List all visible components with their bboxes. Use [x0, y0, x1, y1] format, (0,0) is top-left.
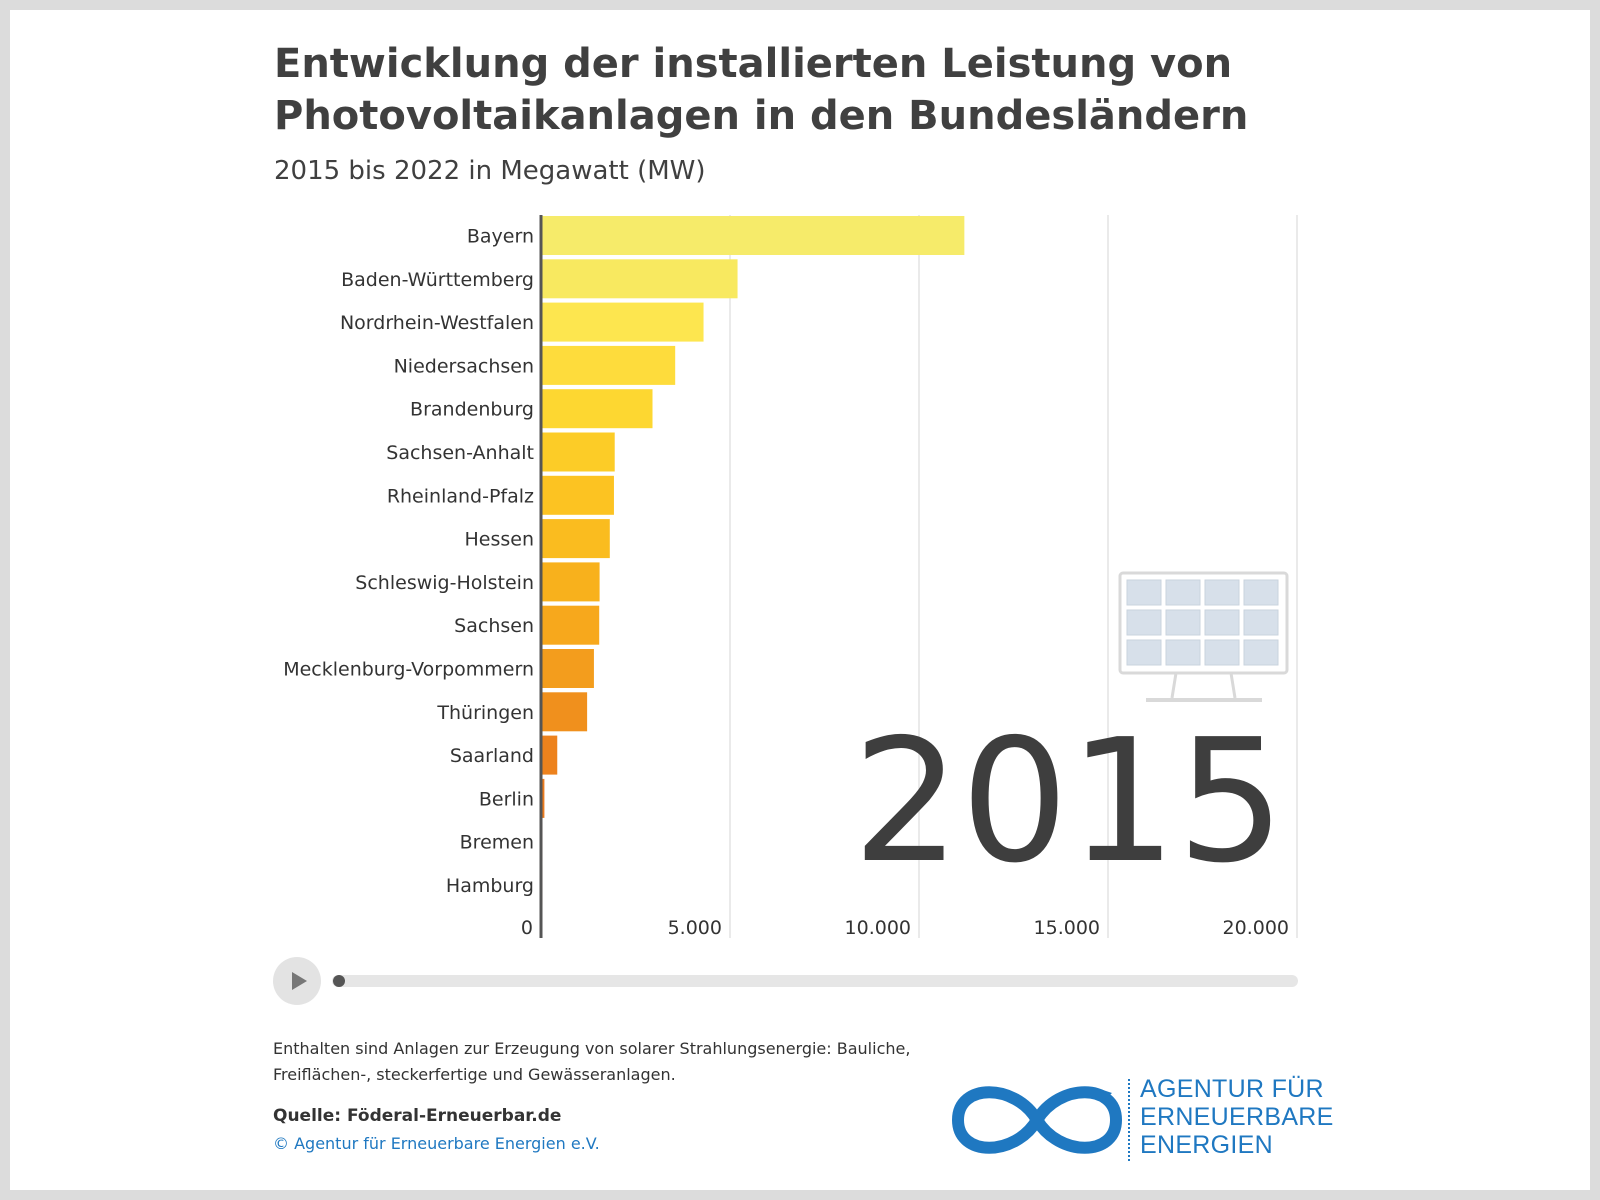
logo-line-1: AGENTUR FÜR — [1140, 1075, 1324, 1103]
bar — [541, 389, 653, 429]
category-label: Schleswig-Holstein — [355, 572, 534, 594]
bar — [541, 692, 588, 732]
timeline-slider-handle[interactable] — [333, 975, 345, 987]
aee-logo: AGENTUR FÜR ERNEUERBARE ENERGIEN — [950, 1075, 1333, 1165]
category-label: Mecklenburg-Vorpommern — [283, 659, 534, 681]
solar-cell — [1204, 609, 1240, 636]
category-label: Berlin — [479, 788, 534, 810]
logo-line-2: ERNEUERBARE — [1140, 1103, 1334, 1131]
infographic-canvas — [10, 10, 1590, 1190]
bar — [541, 216, 965, 255]
solar-cell — [1243, 579, 1279, 606]
category-label: Bayern — [467, 226, 534, 248]
source-label: Quelle: Föderal-Erneuerbar.de — [273, 1106, 562, 1126]
category-label: Niedersachsen — [394, 355, 534, 377]
bar — [541, 649, 594, 688]
x-tick-label: 20.000 — [1223, 917, 1289, 939]
solar-cell — [1204, 579, 1240, 606]
solar-cell — [1126, 579, 1162, 606]
infinity-logo-icon — [951, 1086, 1123, 1154]
bar — [541, 735, 558, 775]
chart-title: Entwicklung der installierten Leistung v… — [274, 41, 1249, 139]
copyright-link[interactable]: © Agentur für Erneuerbare Energien e.V. — [273, 1134, 600, 1153]
x-tick-label: 5.000 — [668, 917, 722, 939]
logo-wordmark: AGENTUR FÜR ERNEUERBARE ENERGIEN — [1140, 1075, 1334, 1159]
category-label: Baden-Württemberg — [341, 269, 534, 291]
play-icon — [292, 972, 307, 990]
solar-cell — [1243, 609, 1279, 636]
bar — [541, 605, 600, 645]
solar-cell — [1165, 609, 1201, 636]
solar-cell — [1126, 609, 1162, 636]
category-label: Bremen — [460, 832, 534, 854]
solar-cell — [1126, 639, 1162, 666]
bar — [541, 519, 610, 559]
solar-cell — [1204, 639, 1240, 666]
bar — [541, 475, 614, 515]
timeline-slider[interactable] — [332, 975, 1298, 987]
category-label: Saarland — [450, 745, 534, 767]
category-label: Hamburg — [446, 875, 534, 897]
bar — [541, 432, 615, 472]
solar-panel-icon — [1118, 571, 1289, 702]
bar — [541, 778, 545, 818]
category-label: Thüringen — [436, 702, 534, 724]
x-tick-label: 0 — [521, 917, 533, 939]
bar — [541, 259, 738, 299]
logo-line-3: ENERGIEN — [1140, 1131, 1273, 1159]
x-tick-label: 15.000 — [1034, 917, 1100, 939]
solar-cell — [1243, 639, 1279, 666]
chart-subtitle: 2015 bis 2022 in Megawatt (MW) — [274, 156, 706, 186]
logo-divider — [1128, 1079, 1130, 1161]
category-label: Sachsen — [454, 615, 534, 637]
footnote: Enthalten sind Anlagen zur Erzeugung von… — [273, 1039, 911, 1084]
category-label: Nordrhein-Westfalen — [340, 312, 534, 334]
category-label: Brandenburg — [410, 399, 534, 421]
category-label: Sachsen-Anhalt — [386, 442, 534, 464]
x-tick-label: 10.000 — [845, 917, 911, 939]
category-label: Hessen — [464, 529, 534, 551]
year-display: 2015 — [852, 703, 1285, 901]
bar — [541, 562, 600, 602]
play-button[interactable] — [273, 957, 321, 1005]
bar — [541, 302, 704, 342]
solar-cell — [1165, 579, 1201, 606]
bar — [541, 345, 676, 385]
category-label: Rheinland-Pfalz — [387, 485, 534, 507]
solar-cell — [1165, 639, 1201, 666]
